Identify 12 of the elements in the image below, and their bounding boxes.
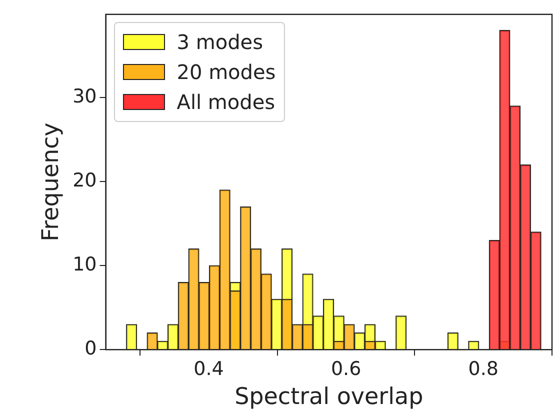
legend-label: 20 modes bbox=[176, 60, 276, 84]
legend-label: All modes bbox=[176, 90, 276, 114]
x-axis-title: Spectral overlap bbox=[234, 384, 424, 410]
y-tick-label: 30 bbox=[72, 86, 97, 108]
y-tick-label: 20 bbox=[72, 170, 97, 192]
x-tick-label: 0.8 bbox=[468, 358, 498, 380]
y-tick-label: 0 bbox=[84, 338, 97, 360]
y-axis-title: Frequency bbox=[38, 122, 64, 242]
y-tick-label: 10 bbox=[72, 254, 97, 276]
legend-label: 3 modes bbox=[176, 30, 263, 54]
x-tick-label: 0.4 bbox=[194, 358, 224, 380]
x-tick-label: 0.6 bbox=[330, 358, 362, 380]
